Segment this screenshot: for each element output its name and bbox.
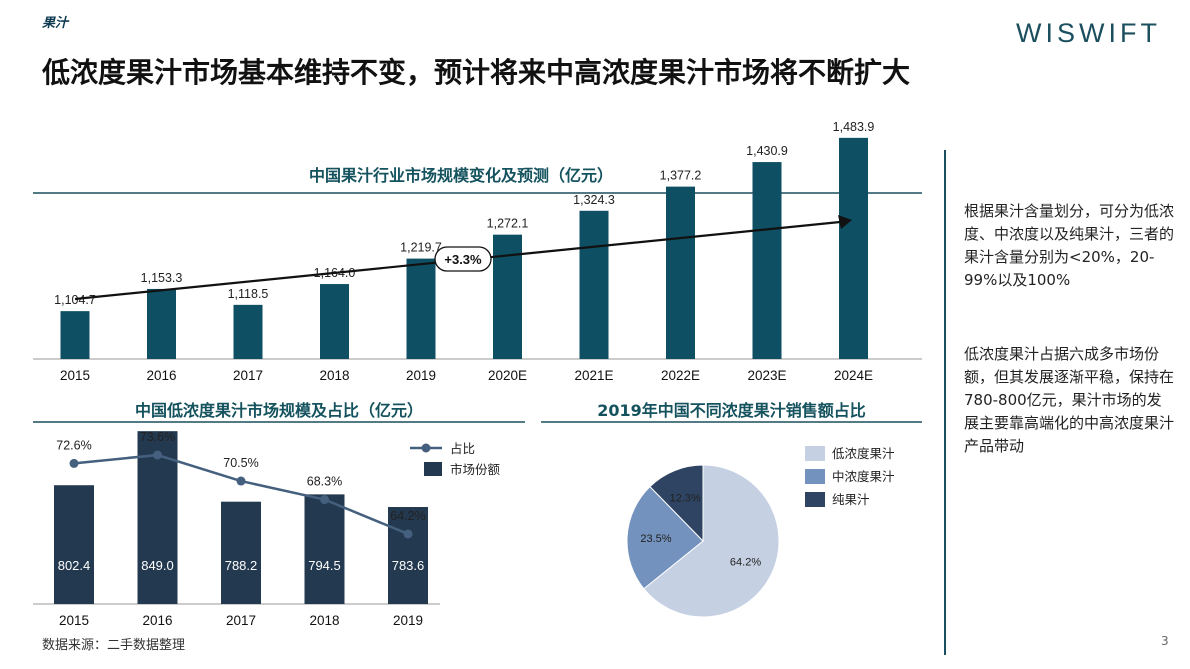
data-source-note: 数据来源：二手数据整理 (42, 638, 186, 653)
chart1-bar (839, 137, 868, 359)
chart1-category-label: 2024E (834, 368, 873, 383)
chart1-value-label: 1,118.5 (228, 287, 269, 301)
chart1-value-label: 1,104.7 (54, 293, 96, 307)
chart2-title: 中国低浓度果汁市场规模及占比（亿元） (134, 401, 423, 420)
chart1-category-label: 2018 (319, 368, 349, 383)
page-number: 3 (1161, 634, 1169, 648)
chart2-category-label: 2015 (59, 613, 89, 628)
chart2-plot: 802.4 2015 849.0 2016 788.2 2017 794.5 2018 783.… (33, 430, 501, 628)
chart2-bar (388, 507, 428, 604)
chart2-category-label: 2017 (226, 613, 256, 628)
chart1-category-label: 2017 (233, 368, 263, 383)
chart2-bar (54, 485, 94, 604)
chart2-bar-value-label: 802.4 (58, 558, 91, 573)
chart2-share-point (403, 529, 413, 539)
chart2-category-label: 2019 (393, 613, 423, 628)
chart3-legend-swatch (805, 492, 825, 507)
chart1-growth-badge (434, 246, 492, 272)
chart1-value-label: 1,153.3 (141, 271, 183, 285)
chart1-value-label: 1,377.2 (660, 169, 702, 183)
chart3-legend-label: 纯果汁 (832, 493, 870, 507)
chart2-legend-line-marker (421, 443, 431, 453)
chart2-share-label: 73.6% (140, 430, 175, 444)
chart3-legend-swatch (805, 469, 825, 484)
chart2-share-label: 70.5% (223, 456, 258, 470)
chart2-share-point (236, 476, 246, 486)
chart2-share-label: 72.6% (56, 438, 91, 452)
chart2-share-point (153, 450, 162, 460)
charts-canvas: 1,104.720151,153.320161,118.520171,164.0… (33, 120, 922, 628)
chart1-category-label: 2015 (60, 368, 90, 383)
chart1-category-label: 2023E (747, 368, 786, 383)
chart2-share-label: 68.3% (307, 475, 342, 489)
chart2-share-point (69, 458, 79, 468)
chart2-bar-value-label: 788.2 (225, 558, 258, 573)
chart2-share-point (320, 495, 329, 505)
chart1-value-label: 1,430.9 (746, 144, 788, 158)
chart1-value-label: 1,219.7 (400, 241, 442, 255)
chart1-bar (233, 304, 263, 359)
chart1-title: 中国果汁行业市场规模变化及预测（亿元） (308, 166, 613, 185)
chart1-category-label: 2016 (146, 368, 176, 383)
chart1-bar (493, 234, 522, 359)
chart1-plot: 1,104.720151,153.320161,118.520171,164.0… (33, 120, 922, 383)
chart2-bar-value-label: 783.6 (392, 558, 425, 573)
chart3-slice-label: 12.3% (670, 492, 701, 504)
chart3-legend-swatch (805, 446, 825, 461)
chart1-bar (666, 186, 695, 359)
chart1-category-label: 2022E (661, 368, 700, 383)
chart1-bar (406, 258, 436, 359)
page-title: 低浓度果汁市场基本维持不变，预计将来中高浓度果汁市场将不断扩大 (42, 56, 911, 89)
chart1-value-label: 1,272.1 (487, 217, 529, 231)
chart2-bar-value-label: 794.5 (308, 558, 341, 573)
chart2-legend-bar-label: 市场份额 (450, 462, 501, 477)
chart1-category-label: 2020E (488, 368, 527, 383)
chart3-legend-label: 中浓度果汁 (832, 469, 895, 484)
chart1-growth-label: +3.3% (444, 252, 482, 267)
chart2-legend-share-label: 占比 (450, 441, 475, 456)
chart1-trend-arrowhead (838, 215, 852, 229)
chart2-category-label: 2016 (142, 613, 172, 628)
chart3-slice-label: 23.5% (640, 533, 671, 545)
chart2-legend-bar-swatch (424, 462, 442, 476)
chart1-value-label: 1,324.3 (573, 193, 615, 207)
chart1-category-label: 2019 (406, 368, 436, 383)
chart2-share-label: 64.2% (390, 509, 425, 523)
chart3-legend-label: 低浓度果汁 (832, 446, 895, 461)
sidebar-paragraph-1: 根据果汁含量划分，可分为低浓度、中浓度以及纯果汁，三者的果汁含量分别为<20%，… (964, 202, 1175, 289)
chart3-pie-slice (643, 464, 780, 618)
chart1-value-label: 1,483.9 (833, 120, 875, 134)
chart2-category-label: 2018 (309, 613, 339, 628)
chart3-pie-slice (626, 485, 704, 590)
chart3-title: 2019年中国不同浓度果汁销售额占比 (597, 401, 866, 420)
chart1-bar (752, 162, 782, 359)
brand-logo: WISWIFT (1016, 18, 1161, 48)
chart1-bar (60, 311, 90, 359)
chart2-bar-value-label: 849.0 (141, 558, 174, 573)
chart2-bar (304, 494, 345, 604)
divider-line (944, 150, 946, 655)
chart1-category-label: 2021E (574, 368, 613, 383)
chart1-bar (579, 210, 609, 359)
chart3-slice-label: 64.2% (730, 556, 761, 568)
chart1-bar (320, 284, 349, 359)
sidebar-paragraph-2: 低浓度果汁占据六成多市场份额，但其发展逐渐平稳，保持在780-800亿元，果汁市… (964, 345, 1175, 455)
section-tag: 果汁 (42, 16, 69, 31)
chart1-bar (147, 288, 176, 359)
chart3-pie-slice (649, 464, 704, 543)
chart2-bar (221, 501, 261, 604)
